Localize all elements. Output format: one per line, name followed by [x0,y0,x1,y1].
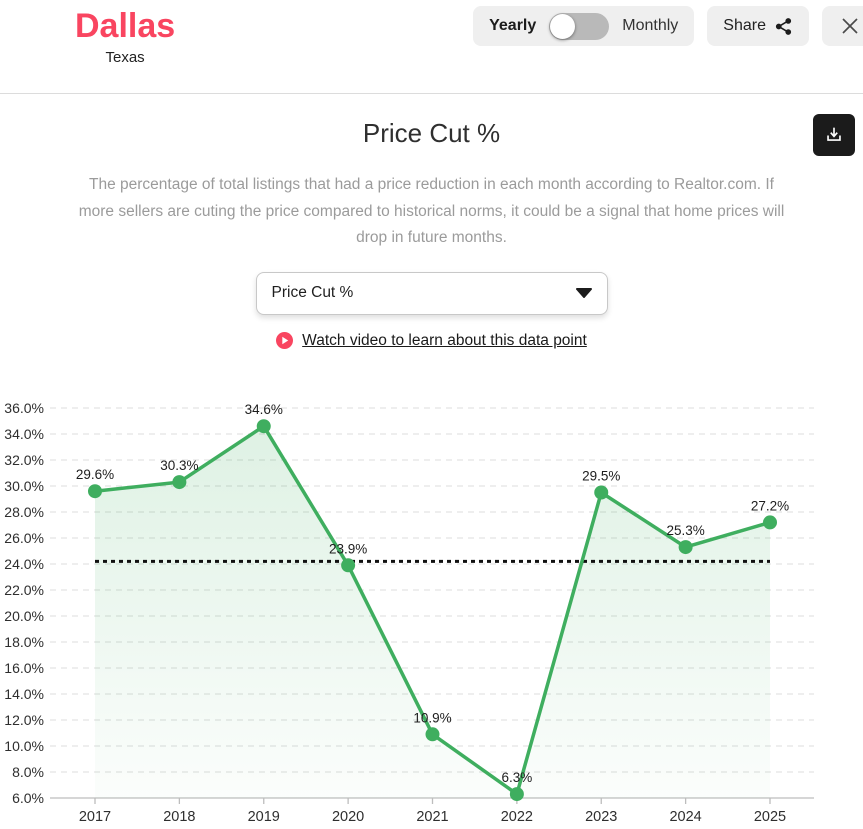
svg-text:2023: 2023 [585,809,617,825]
video-link-row: Watch video to learn about this data poi… [0,332,863,350]
share-icon [774,17,793,36]
svg-text:30.3%: 30.3% [160,458,198,473]
city-title: Dallas [75,7,176,45]
svg-text:26.0%: 26.0% [4,530,44,546]
share-button[interactable]: Share [707,6,809,46]
svg-text:20.0%: 20.0% [4,608,44,624]
chart-title: Price Cut % [362,118,501,148]
metric-dropdown[interactable]: Price Cut % [255,271,608,315]
svg-text:2021: 2021 [416,809,448,825]
header-controls: Yearly Monthly Share [473,6,863,46]
video-link[interactable]: Watch video to learn about this data poi… [302,331,587,349]
close-button[interactable] [822,6,863,46]
svg-text:27.2%: 27.2% [751,498,789,513]
svg-text:29.5%: 29.5% [582,468,620,483]
download-button[interactable] [813,114,855,156]
close-icon [838,14,862,38]
svg-text:2025: 2025 [754,809,786,825]
svg-text:22.0%: 22.0% [4,582,44,598]
svg-text:34.0%: 34.0% [4,426,44,442]
svg-text:18.0%: 18.0% [4,634,44,650]
svg-text:36.0%: 36.0% [4,400,44,416]
play-icon[interactable] [276,332,294,350]
svg-text:28.0%: 28.0% [4,504,44,520]
svg-text:8.0%: 8.0% [12,764,44,780]
svg-text:12.0%: 12.0% [4,712,44,728]
svg-text:2017: 2017 [79,809,111,825]
svg-text:10.0%: 10.0% [4,738,44,754]
toggle-knob [550,13,576,39]
svg-text:2022: 2022 [501,809,533,825]
metric-panel: Price Cut % The percentage of total list… [0,114,863,829]
price-cut-chart: 6.0% 8.0% 10.0% 12.0% 14.0% 16.0% 18.0% 20.0% 22… [0,395,863,829]
period-toggle-group: Yearly Monthly [473,6,695,46]
chevron-down-icon [575,288,592,299]
svg-text:14.0%: 14.0% [4,686,44,702]
svg-text:23.9%: 23.9% [329,541,367,556]
svg-text:2020: 2020 [332,809,364,825]
svg-text:6.0%: 6.0% [12,790,44,806]
yearly-label[interactable]: Yearly [489,17,537,34]
svg-text:30.0%: 30.0% [4,478,44,494]
svg-text:2018: 2018 [163,809,195,825]
metric-dropdown-value: Price Cut % [271,284,354,302]
svg-text:32.0%: 32.0% [4,452,44,468]
share-button-label: Share [723,17,766,34]
svg-text:24.0%: 24.0% [4,556,44,572]
svg-text:6.3%: 6.3% [501,770,532,785]
monthly-label[interactable]: Monthly [622,17,679,34]
title-row: Price Cut % [0,114,863,156]
period-toggle-switch[interactable] [549,12,610,40]
svg-text:25.3%: 25.3% [666,523,704,538]
svg-text:2024: 2024 [669,809,701,825]
svg-text:2019: 2019 [248,809,280,825]
state-subtitle: Texas [105,49,145,66]
app-header: Dallas Texas Yearly Monthly Share [0,0,863,94]
location-block: Dallas Texas [75,6,175,66]
svg-text:34.6%: 34.6% [245,402,283,417]
chart-description: The percentage of total listings that ha… [78,176,785,247]
svg-text:29.6%: 29.6% [76,467,114,482]
download-icon [823,124,845,146]
svg-text:16.0%: 16.0% [4,660,44,676]
svg-text:10.9%: 10.9% [413,710,451,725]
